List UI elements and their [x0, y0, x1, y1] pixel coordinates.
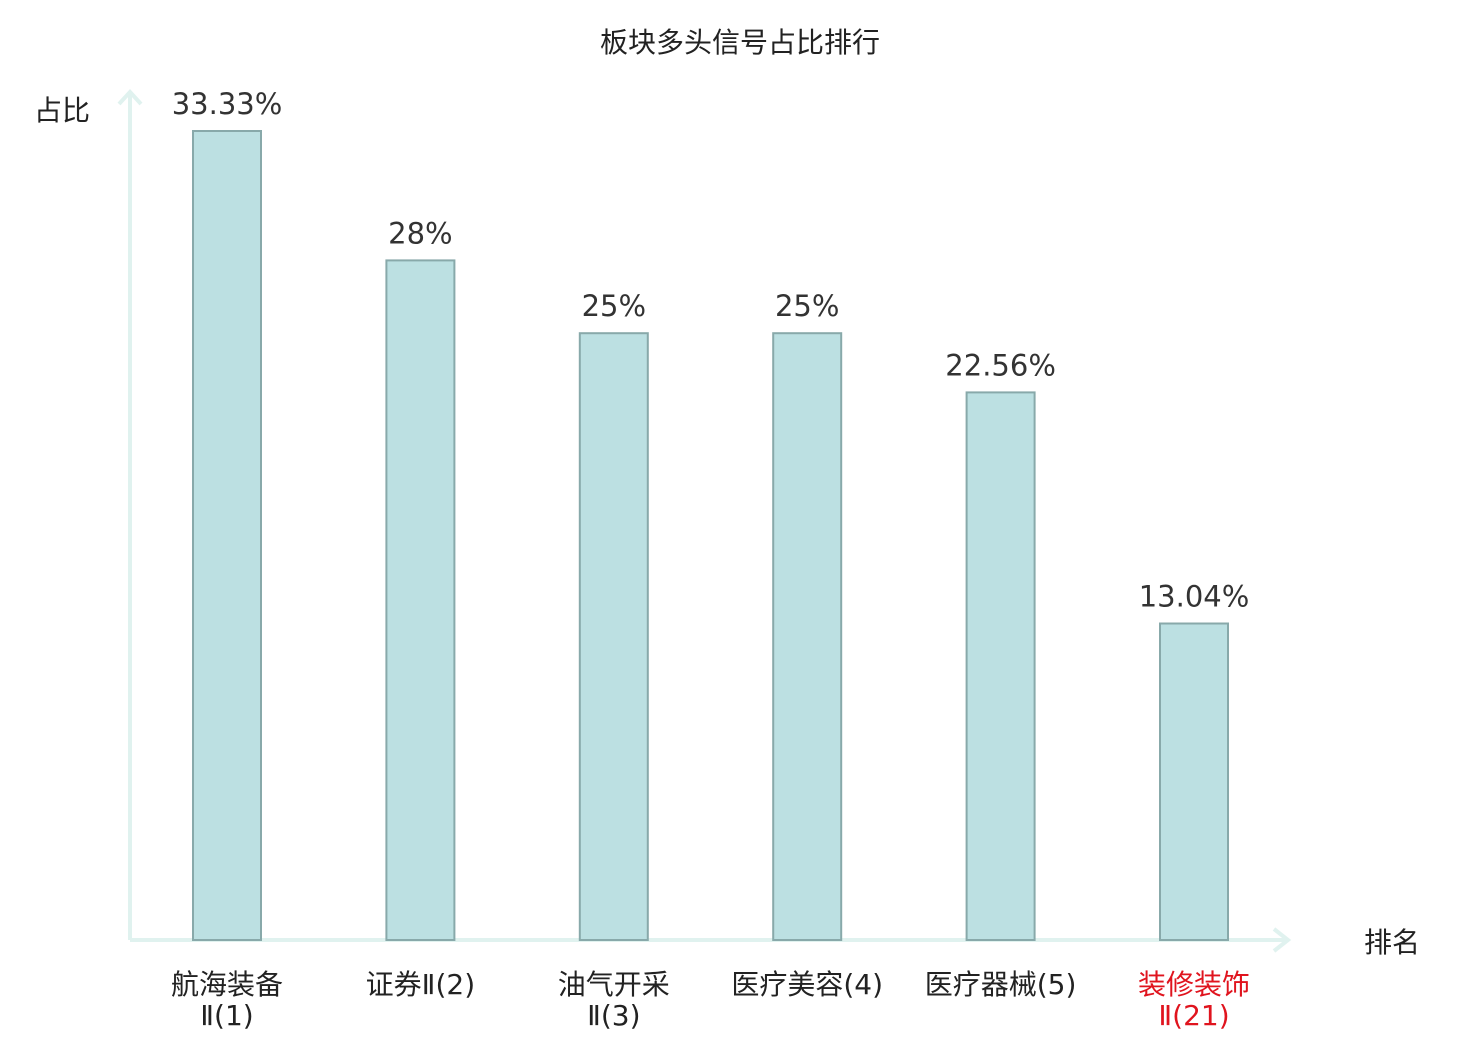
bar-2	[385, 259, 456, 941]
bar-6	[1159, 622, 1229, 941]
category-label-4-line-1: 医疗美容(4)	[731, 968, 883, 1001]
value-label-4: 25%	[775, 289, 839, 323]
x-axis-label: 排名	[1364, 926, 1420, 959]
category-label-5-line-1: 医疗器械(5)	[925, 968, 1077, 1001]
y-axis-label: 占比	[34, 94, 90, 127]
x-axis-arrow-icon	[1272, 927, 1292, 953]
chart-title: 板块多头信号占比排行	[600, 26, 880, 59]
category-label-6-line-1: 装修装饰	[1138, 968, 1250, 1001]
bars-group	[192, 130, 1229, 941]
category-label-1-line-1: 航海装备	[171, 968, 283, 1001]
value-label-1: 33.33%	[172, 87, 283, 121]
y-axis-arrow-icon	[117, 89, 143, 106]
bar-5	[965, 391, 1036, 941]
category-label-3-line-1: 油气开采	[558, 968, 670, 1001]
bar-1	[192, 130, 262, 941]
value-label-3: 25%	[582, 289, 646, 323]
value-labels-group: 33.33% 28% 25% 25% 22.56% 13.04%	[172, 87, 1250, 614]
value-label-5: 22.56%	[945, 348, 1056, 382]
bar-4	[772, 332, 843, 941]
value-label-2: 28%	[388, 216, 452, 250]
category-label-6-line-2: Ⅱ(21)	[1158, 999, 1229, 1032]
category-label-3-line-2: Ⅱ(3)	[587, 999, 640, 1032]
value-label-6: 13.04%	[1139, 580, 1250, 614]
category-label-2-line-1: 证券Ⅱ(2)	[366, 968, 475, 1001]
axes	[117, 89, 1292, 953]
category-label-1-line-2: Ⅱ(1)	[200, 999, 253, 1032]
bar-3	[578, 332, 649, 941]
